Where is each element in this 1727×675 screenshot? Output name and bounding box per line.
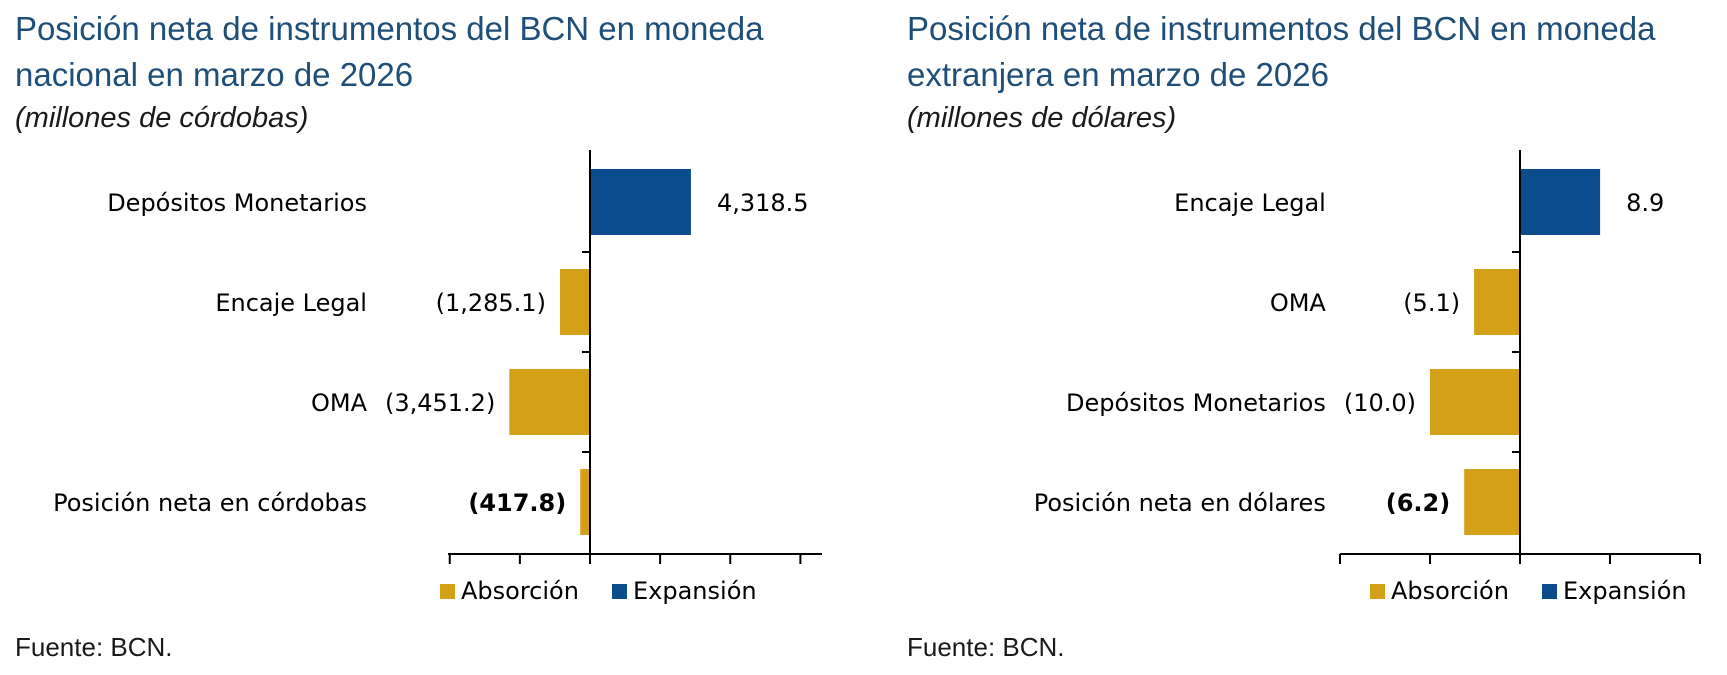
bar-absorcion bbox=[1464, 469, 1520, 535]
legend-label-absorcion: Absorción bbox=[461, 577, 579, 605]
bar-absorcion bbox=[1474, 269, 1520, 335]
bar-expansion bbox=[1520, 169, 1601, 235]
bar-expansion bbox=[590, 169, 691, 235]
legend-swatch-expansion bbox=[1542, 584, 1557, 599]
bar-value-label: (3,451.2) bbox=[385, 389, 495, 417]
left-source-note: Fuente: BCN. bbox=[15, 632, 173, 662]
right-chart-title: Posición neta de instrumentos del BCN en… bbox=[907, 6, 1717, 138]
category-label: Depósitos Monetarios bbox=[1066, 389, 1326, 417]
category-label: Posición neta en córdobas bbox=[53, 489, 367, 517]
bar-value-label: (10.0) bbox=[1344, 389, 1416, 417]
right-source-note: Fuente: BCN. bbox=[907, 632, 1065, 662]
right-title-text: Posición neta de instrumentos del BCN en… bbox=[907, 10, 1656, 93]
right-bar-chart: 8.9 Encaje Legal (5.1) OMA (10.0) Depósitos M… bbox=[1034, 150, 1701, 605]
legend-swatch-expansion bbox=[612, 584, 627, 599]
legend-swatch-absorcion bbox=[440, 584, 455, 599]
category-label: Encaje Legal bbox=[1174, 189, 1326, 217]
bar-absorcion bbox=[580, 469, 590, 535]
bar-absorcion bbox=[509, 369, 590, 435]
left-chart-title: Posición neta de instrumentos del BCN en… bbox=[15, 6, 875, 138]
legend-label-absorcion: Absorción bbox=[1391, 577, 1509, 605]
category-label: OMA bbox=[311, 389, 368, 417]
bar-value-label: 8.9 bbox=[1626, 189, 1664, 217]
bar-value-label: (5.1) bbox=[1403, 289, 1460, 317]
bar-absorcion bbox=[1430, 369, 1520, 435]
category-label: Depósitos Monetarios bbox=[107, 189, 367, 217]
left-subtitle: (millones de córdobas) bbox=[15, 102, 309, 134]
right-subtitle: (millones de dólares) bbox=[907, 102, 1177, 134]
legend-label-expansion: Expansión bbox=[633, 577, 757, 605]
legend-label-expansion: Expansión bbox=[1563, 577, 1687, 605]
bar-value-label: (417.8) bbox=[468, 489, 566, 517]
bar-value-label: (1,285.1) bbox=[436, 289, 546, 317]
category-label: Posición neta en dólares bbox=[1034, 489, 1326, 517]
category-label: Encaje Legal bbox=[215, 289, 367, 317]
category-label: OMA bbox=[1270, 289, 1327, 317]
left-bar-chart: 4,318.5 Depósitos Monetarios (1,285.1) Enca… bbox=[53, 150, 822, 605]
left-title-text: Posición neta de instrumentos del BCN en… bbox=[15, 10, 764, 93]
bar-value-label: (6.2) bbox=[1386, 489, 1450, 517]
bar-absorcion bbox=[559, 269, 590, 335]
legend-swatch-absorcion bbox=[1370, 584, 1385, 599]
bar-value-label: 4,318.5 bbox=[717, 189, 809, 217]
